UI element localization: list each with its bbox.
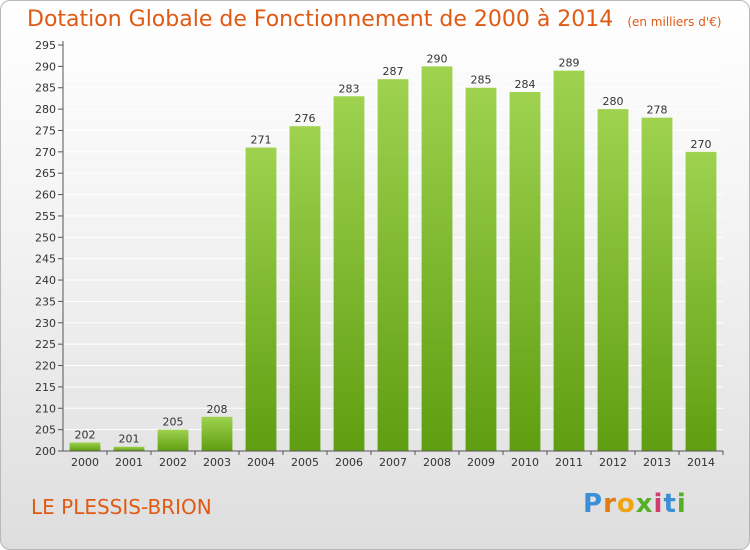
logo-letter: i	[653, 489, 664, 519]
data-label-2013: 278	[647, 104, 668, 117]
x-tick-label-2005: 2005	[291, 456, 319, 469]
data-label-2011: 289	[559, 57, 580, 70]
y-tick-label: 250	[35, 231, 56, 244]
y-tick-label: 275	[35, 124, 56, 137]
bar-2012	[597, 109, 629, 452]
y-tick-label: 290	[35, 60, 56, 73]
x-tick-label-2009: 2009	[467, 456, 495, 469]
x-tick-label-2011: 2011	[555, 456, 583, 469]
x-tick-label-2013: 2013	[643, 456, 671, 469]
data-label-2012: 280	[603, 95, 624, 108]
y-tick-label: 215	[35, 381, 56, 394]
data-label-2010: 284	[515, 78, 536, 91]
data-label-2007: 287	[383, 65, 404, 78]
x-tick-label-2007: 2007	[379, 456, 407, 469]
y-tick-label: 260	[35, 189, 56, 202]
data-label-2003: 208	[207, 403, 228, 416]
bar-2000	[69, 442, 101, 451]
logo-letter: x	[635, 489, 654, 519]
logo-letter: o	[616, 489, 636, 519]
x-tick-label-2001: 2001	[115, 456, 143, 469]
bar-2009	[465, 87, 497, 451]
y-tick-label: 265	[35, 167, 56, 180]
logo-letter: r	[603, 489, 617, 519]
proxiti-logo: Proxiti	[583, 489, 687, 519]
y-tick-label: 285	[35, 82, 56, 95]
bar-2014	[685, 151, 717, 451]
data-label-2009: 285	[471, 74, 492, 87]
y-tick-label: 230	[35, 317, 56, 330]
axis-layer: 200 205 210 215 220 225 230 235 240 245 250 255 260 2…	[35, 39, 724, 469]
data-label-2014: 270	[691, 138, 712, 151]
data-label-2001: 201	[119, 433, 140, 446]
y-tick-label: 245	[35, 253, 56, 266]
x-tick-label-2002: 2002	[159, 456, 187, 469]
y-tick-label: 220	[35, 360, 56, 373]
data-label-2006: 283	[339, 82, 360, 95]
bar-2002	[157, 429, 189, 451]
y-tick-label: 225	[35, 338, 56, 351]
y-tick-label: 295	[35, 39, 56, 52]
y-tick-label: 235	[35, 295, 56, 308]
chart-title-text: Dotation Globale de Fonctionnement de 20…	[27, 7, 614, 32]
bar-2003	[201, 416, 233, 451]
data-label-2005: 276	[295, 112, 316, 125]
bar-2007	[377, 79, 409, 451]
data-label-2002: 205	[163, 416, 184, 429]
chart-title: Dotation Globale de Fonctionnement de 20…	[27, 7, 721, 32]
y-tick-label: 205	[35, 424, 56, 437]
y-tick-label: 210	[35, 402, 56, 415]
logo-letter: P	[583, 489, 604, 519]
y-tick-label: 270	[35, 146, 56, 159]
logo-letter: i	[676, 489, 687, 519]
bar-2004	[245, 147, 277, 451]
x-tick-label-2014: 2014	[687, 456, 715, 469]
logo-letter: t	[663, 489, 677, 519]
x-tick-label-2004: 2004	[247, 456, 275, 469]
bar-2013	[641, 117, 673, 451]
bar-layer: 202 201 205 208 271 276 283 287 290 285 284 289 280 2…	[69, 52, 717, 452]
y-tick-label: 200	[35, 445, 56, 458]
x-tick-label-2000: 2000	[71, 456, 99, 469]
x-tick-label-2003: 2003	[203, 456, 231, 469]
bar-2008	[421, 66, 453, 452]
chart-subtitle: (en milliers d'€)	[627, 15, 722, 29]
x-tick-label-2008: 2008	[423, 456, 451, 469]
commune-name: LE PLESSIS-BRION	[31, 495, 212, 519]
bar-2011	[553, 70, 585, 452]
data-label-2000: 202	[75, 428, 96, 441]
x-tick-label-2006: 2006	[335, 456, 363, 469]
x-tick-label-2010: 2010	[511, 456, 539, 469]
data-label-2008: 290	[427, 52, 448, 65]
bar-2005	[289, 126, 321, 451]
bar-2006	[333, 96, 365, 451]
data-label-2004: 271	[251, 134, 272, 147]
bar-2010	[509, 92, 541, 451]
y-tick-label: 255	[35, 210, 56, 223]
bar-2001	[113, 446, 145, 451]
y-tick-label: 240	[35, 274, 56, 287]
y-tick-label: 280	[35, 103, 56, 116]
x-tick-label-2012: 2012	[599, 456, 627, 469]
